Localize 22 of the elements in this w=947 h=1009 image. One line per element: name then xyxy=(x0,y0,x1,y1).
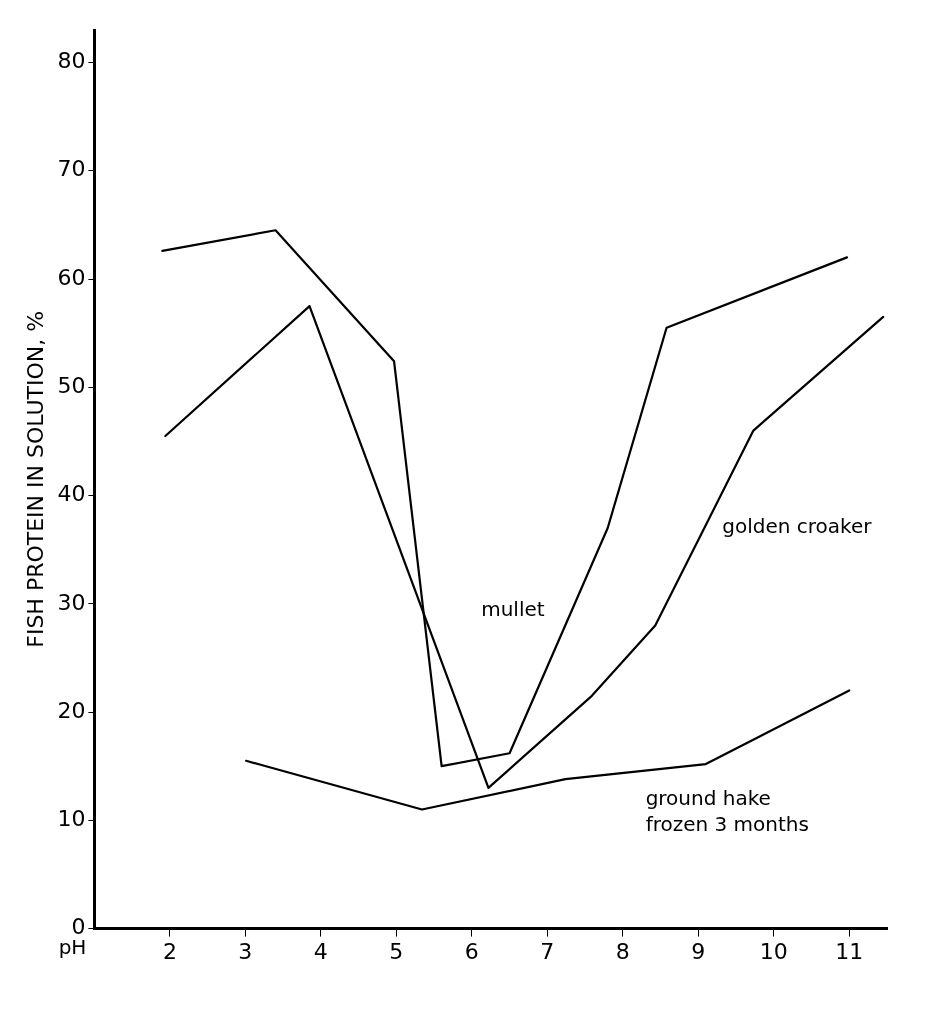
series-label: mullet xyxy=(481,596,545,621)
y-tick-label: 10 xyxy=(57,806,86,832)
y-tick-label: 80 xyxy=(57,48,86,74)
series-label: golden croaker xyxy=(722,514,873,539)
x-tick-label: 2 xyxy=(162,938,177,964)
x-tick-label: 3 xyxy=(238,938,253,964)
y-tick-label: 20 xyxy=(57,697,86,723)
x-tick-label: 7 xyxy=(540,938,555,964)
y-tick-label: 40 xyxy=(57,481,86,507)
x-tick-label: 5 xyxy=(389,938,404,964)
x-tick-label: 6 xyxy=(464,938,479,964)
y-tick-label: 60 xyxy=(57,264,86,290)
x-tick-label: 11 xyxy=(835,938,864,964)
y-tick-label: 70 xyxy=(57,156,86,182)
y-tick-label: 50 xyxy=(57,372,86,398)
series-label: ground hake frozen 3 months xyxy=(645,785,809,836)
x-tick-label: 10 xyxy=(759,938,788,964)
x-tick-label: 4 xyxy=(313,938,328,964)
y-tick-label: 30 xyxy=(57,589,86,615)
x-tick-label: 8 xyxy=(615,938,630,964)
y-axis-title: FISH PROTEIN IN SOLUTION, % xyxy=(22,310,48,648)
x-tick-label: 9 xyxy=(691,938,706,964)
